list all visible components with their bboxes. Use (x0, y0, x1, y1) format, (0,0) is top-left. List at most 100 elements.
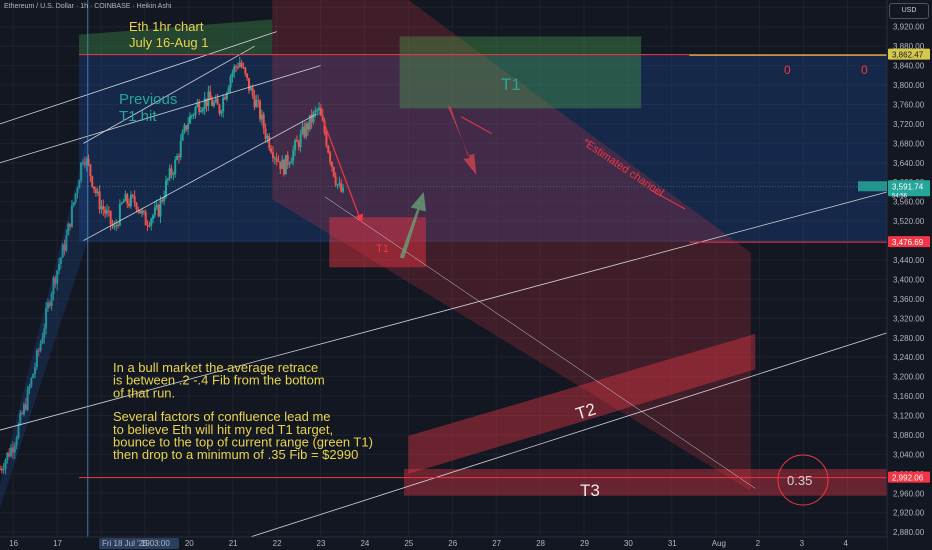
price-tick-label: 3,120.00 (893, 412, 925, 421)
channel-lower-thin (324, 196, 756, 489)
candle-body (48, 302, 51, 307)
chart-title-line-1: Eth 1hr chart (129, 19, 204, 34)
candle-body (21, 413, 24, 415)
candle-body (270, 148, 273, 153)
zero-label-left: 0 (784, 63, 791, 77)
candle-body (35, 350, 38, 368)
candle-body (334, 176, 337, 185)
current-price-tag: 3,591.74 (892, 182, 924, 191)
price-tick-label: 3,320.00 (893, 314, 925, 323)
candle-body (216, 98, 219, 105)
candle-body (238, 62, 241, 68)
time-axis-bg (0, 537, 887, 550)
price-tick-label: 3,680.00 (893, 139, 925, 148)
time-tick-label: 21 (229, 539, 238, 548)
candle-body (109, 210, 112, 225)
note-line: then drop to a minimum of .35 Fib = $299… (113, 447, 358, 462)
candle-body (83, 161, 86, 166)
price-tick-label: 3,720.00 (893, 120, 925, 129)
candle-body (93, 186, 96, 190)
candle-body (264, 128, 267, 139)
candle-body (76, 188, 79, 194)
time-tick-label: 3 (800, 539, 805, 548)
candle-body (177, 156, 180, 158)
candle-body (192, 114, 195, 116)
candle-body (128, 203, 131, 207)
current-range-box (79, 54, 887, 243)
price-tick-label: 2,920.00 (893, 509, 925, 518)
candle-body (166, 178, 169, 181)
candle-body (115, 225, 118, 227)
candle-body (131, 194, 134, 197)
candle-body (8, 452, 11, 457)
candle-body (56, 270, 59, 284)
fib-price-tag: 2,992.06 (892, 474, 924, 483)
fib-circle-label: 0.35 (787, 473, 812, 488)
trendline-long-white (0, 191, 888, 431)
candle-body (223, 97, 226, 100)
candle-body (340, 183, 343, 192)
candle-body (286, 155, 289, 165)
range-bottom-price-tag-bg (888, 236, 930, 248)
candle-body (19, 413, 22, 425)
red-t1-box (329, 217, 426, 268)
price-tick-label: 3,400.00 (893, 275, 925, 284)
chart-title-line-2: July 16-Aug 1 (129, 35, 209, 50)
candle-body (299, 133, 302, 148)
candle-body (205, 98, 208, 107)
candle-body (164, 180, 167, 197)
candle-body (124, 194, 127, 202)
candle-body (120, 202, 123, 204)
note-line: bounce to the top of current range (gree… (113, 435, 373, 450)
drawing-lines (0, 0, 888, 538)
candle-body (117, 225, 120, 227)
currency-button[interactable]: USD (889, 3, 929, 19)
candle-body (89, 164, 92, 177)
candle-body (198, 102, 201, 113)
note-line: of that run. (113, 385, 175, 400)
candle-body (222, 97, 225, 112)
price-tick-label: 3,840.00 (893, 62, 925, 71)
candle-body (259, 101, 262, 120)
time-tick-label: 2 (756, 539, 761, 548)
candle-series (0, 56, 345, 475)
candle-body (24, 404, 27, 410)
candle-body (94, 189, 97, 194)
candle-body (190, 115, 193, 117)
range-bottom-price-tag: 3,476.69 (892, 238, 924, 247)
candle-body (126, 194, 129, 204)
candle-body (58, 264, 61, 271)
candle-body (244, 67, 247, 74)
candle-body (201, 108, 204, 112)
candle-body (81, 161, 84, 163)
price-tick-label: 2,960.00 (893, 489, 925, 498)
price-axis: 3,960.003,920.003,880.003,840.003,800.00… (886, 0, 932, 550)
candle-body (329, 152, 332, 163)
candle-body (231, 72, 234, 77)
candle-body (172, 174, 175, 176)
candle-body (28, 386, 31, 390)
t2-band (408, 333, 756, 474)
candle-body (174, 159, 177, 175)
candle-body (0, 469, 3, 471)
candle-body (46, 302, 49, 309)
candle-body (163, 196, 166, 202)
estimated-channel-zone (272, 0, 751, 491)
previous-target-zone (79, 19, 273, 55)
note-line: In a bull market the average retrace (113, 360, 318, 375)
time-tick-label: 25 (404, 539, 413, 548)
candle-body (2, 469, 5, 471)
candle-body (22, 404, 25, 415)
candle-body (122, 201, 125, 203)
candle-body (104, 209, 107, 214)
candle-body (150, 219, 153, 226)
candle-body (187, 123, 190, 130)
candle-body (227, 87, 230, 93)
time-tick-label: 28 (536, 539, 545, 548)
candle-body (45, 308, 48, 329)
time-tick-label: 19 (141, 539, 150, 548)
candle-body (283, 159, 286, 175)
